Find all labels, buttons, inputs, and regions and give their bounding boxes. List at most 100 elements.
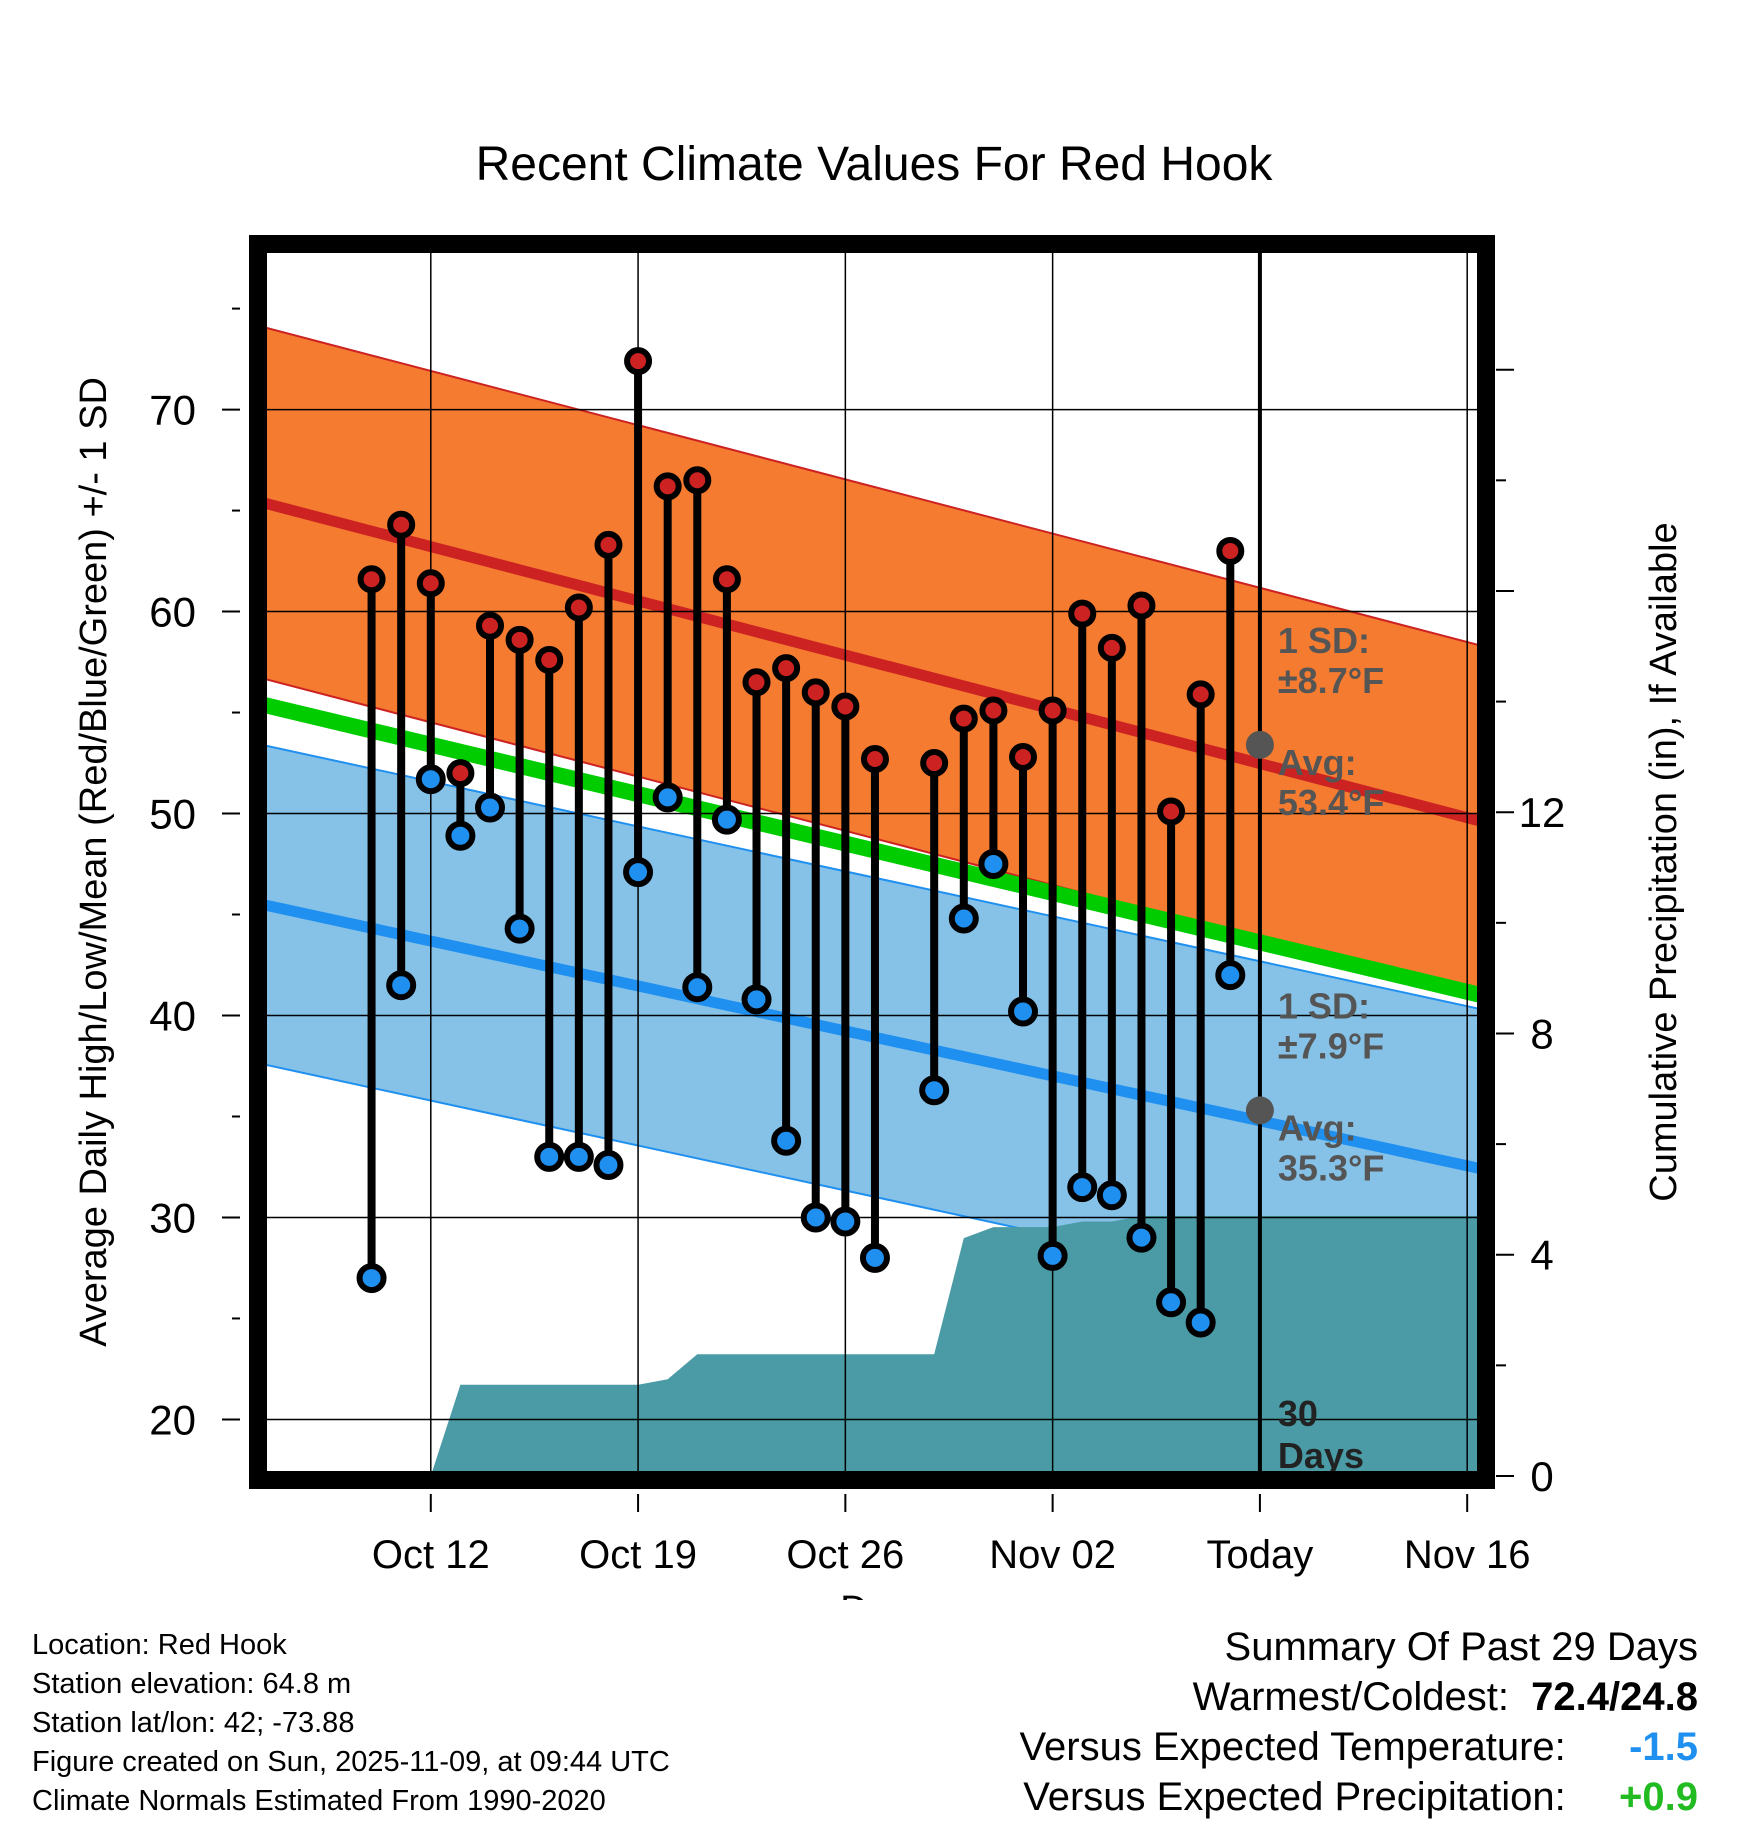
daily-low-point	[741, 984, 772, 1015]
y-tick-label: 50	[149, 791, 196, 838]
daily-low-point	[356, 1263, 387, 1294]
y-right-tick-label: 4	[1530, 1232, 1553, 1279]
days-count: 30	[1278, 1393, 1318, 1434]
daily-low-point	[830, 1206, 861, 1237]
daily-low-point	[919, 1075, 950, 1106]
daily-high-point	[653, 472, 682, 501]
x-axis-label: Day	[840, 1589, 908, 1600]
daily-high-point	[1186, 680, 1215, 709]
high-sd-value: ±8.7°F	[1278, 660, 1384, 701]
daily-low-point	[800, 1202, 831, 1233]
y-tick-label: 40	[149, 993, 196, 1040]
y-tick-label: 70	[149, 387, 196, 434]
daily-low-point	[475, 792, 506, 823]
warm-cold-value: 72.4/24.8	[1531, 1675, 1698, 1719]
daily-low-point	[682, 972, 713, 1003]
daily-low-point	[1215, 960, 1246, 991]
station-metadata: Location: Red Hook Station elevation: 64…	[32, 1626, 670, 1821]
daily-high-point	[446, 759, 475, 788]
daily-high-point	[594, 530, 623, 559]
daily-low-point	[652, 782, 683, 813]
daily-low-point	[1126, 1222, 1157, 1253]
x-tick-label: Oct 26	[786, 1533, 904, 1577]
high-sd-label: 1 SD:	[1278, 620, 1370, 661]
daily-high-point	[831, 692, 860, 721]
x-tick-label: Today	[1207, 1533, 1314, 1577]
daily-high-point	[772, 654, 801, 683]
daily-high-point	[1216, 536, 1245, 565]
low-avg-label: Avg:	[1278, 1107, 1357, 1148]
precip-value: +0.9	[1619, 1775, 1698, 1819]
precip-label: Versus Expected Precipitation:	[1023, 1775, 1566, 1819]
daily-low-point	[445, 820, 476, 851]
daily-high-point	[920, 749, 949, 778]
daily-low-point	[711, 804, 742, 835]
x-tick-label: Oct 19	[579, 1533, 697, 1577]
today-high-avg-marker	[1245, 730, 1274, 759]
low-sd-value: ±7.9°F	[1278, 1025, 1384, 1066]
daily-low-point	[1008, 996, 1039, 1027]
low-avg-value: 35.3°F	[1278, 1147, 1384, 1188]
daily-high-point	[476, 611, 505, 640]
temp-label: Versus Expected Temperature:	[1019, 1725, 1566, 1769]
y-axis-label-right: Cumulative Precipitation (in), If Availa…	[1643, 522, 1685, 1201]
daily-high-point	[712, 565, 741, 594]
low-sd-label: 1 SD:	[1278, 985, 1370, 1026]
today-low-avg-marker	[1245, 1096, 1274, 1125]
y-right-tick-label: 8	[1530, 1010, 1553, 1057]
daily-low-point	[415, 764, 446, 795]
daily-low-point	[623, 857, 654, 888]
daily-high-point	[1097, 633, 1126, 662]
daily-low-point	[1067, 1172, 1098, 1203]
chart-title: Recent Climate Values For Red Hook	[476, 138, 1274, 191]
daily-low-point	[386, 970, 417, 1001]
climate-chart: Recent Climate Values For Red Hook 20 30 4…	[73, 138, 1685, 1600]
daily-low-point	[593, 1149, 624, 1180]
x-tick-label: Nov 16	[1404, 1533, 1531, 1577]
daily-high-point	[1127, 591, 1156, 620]
high-normal-line	[262, 497, 1482, 827]
daily-low-point	[948, 903, 979, 934]
y-tick-label: 20	[149, 1396, 196, 1443]
summary-temp: Versus Expected Temperature: -1.5	[1020, 1722, 1698, 1772]
y-right-tick-label: 0	[1530, 1453, 1553, 1500]
daily-high-point	[801, 678, 830, 707]
warm-cold-label: Warmest/Coldest:	[1192, 1675, 1509, 1719]
daily-high-point	[1009, 742, 1038, 771]
daily-high-point	[1157, 797, 1186, 826]
daily-low-point	[504, 913, 535, 944]
daily-low-point	[771, 1125, 802, 1156]
daily-high-point	[860, 744, 889, 773]
plot-frame	[249, 235, 1495, 1489]
daily-high-point	[505, 625, 534, 654]
daily-low-point	[534, 1141, 565, 1172]
daily-low-point	[563, 1141, 594, 1172]
high-avg-label: Avg:	[1278, 742, 1357, 783]
meta-latlon: Station lat/lon: 42; -73.88	[32, 1707, 355, 1739]
temp-value: -1.5	[1629, 1725, 1698, 1769]
daily-low-point	[1096, 1180, 1127, 1211]
daily-low-point	[1156, 1287, 1187, 1318]
daily-high-point	[564, 593, 593, 622]
daily-high-point	[387, 510, 416, 539]
summary-title: Summary Of Past 29 Days	[1224, 1625, 1698, 1669]
daily-low-point	[1185, 1307, 1216, 1338]
daily-high-point	[1038, 696, 1067, 725]
daily-high-point	[1068, 599, 1097, 628]
y-right-tick-label: 12	[1519, 789, 1566, 836]
y-tick-label: 60	[149, 589, 196, 636]
meta-created: Figure created on Sun, 2025-11-09, at 09…	[32, 1746, 670, 1778]
x-tick-label: Oct 12	[372, 1533, 490, 1577]
daily-high-point	[624, 347, 653, 376]
high-avg-value: 53.4°F	[1278, 782, 1384, 823]
daily-high-point	[979, 696, 1008, 725]
daily-high-point	[357, 565, 386, 594]
days-label: Days	[1278, 1435, 1364, 1476]
daily-low-point	[978, 849, 1009, 880]
summary-warm-cold: Warmest/Coldest: 72.4/24.8	[1020, 1672, 1698, 1722]
y-tick-label: 30	[149, 1194, 196, 1241]
summary-panel: Summary Of Past 29 Days Warmest/Coldest:…	[1020, 1622, 1698, 1822]
daily-high-point	[949, 704, 978, 733]
summary-precip: Versus Expected Precipitation: +0.9	[1020, 1772, 1698, 1822]
meta-location: Location: Red Hook	[32, 1629, 287, 1661]
